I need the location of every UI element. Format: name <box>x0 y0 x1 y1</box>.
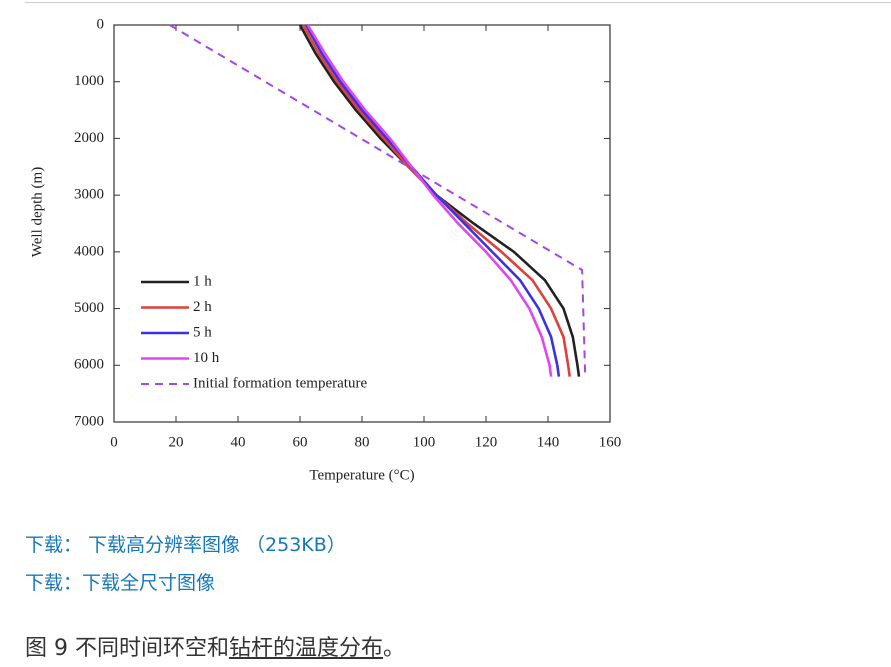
download-row: 下载：下载全尺寸图像 <box>25 568 221 595</box>
legend-label: 5 h <box>193 324 212 340</box>
x-tick-label: 20 <box>169 434 184 450</box>
caption-text: 。 <box>383 636 406 661</box>
download-link[interactable]: 下载全尺寸图像 <box>82 572 216 594</box>
divider <box>25 2 891 3</box>
x-tick-label: 40 <box>231 434 246 450</box>
y-tick-label: 2000 <box>74 130 104 146</box>
legend-label: Initial formation temperature <box>193 375 367 391</box>
x-tick-label: 160 <box>599 434 622 450</box>
series-line <box>298 24 581 377</box>
y-tick-label: 5000 <box>74 300 104 316</box>
x-tick-label: 0 <box>110 434 118 450</box>
x-tick-label: 140 <box>537 434 560 450</box>
y-tick-label: 3000 <box>74 187 104 203</box>
caption-link[interactable]: 钻杆的温度分布 <box>228 636 383 661</box>
y-tick-label: 0 <box>97 16 105 32</box>
series-line <box>306 24 553 377</box>
y-tick-label: 1000 <box>74 73 104 89</box>
x-tick-label: 60 <box>293 434 308 450</box>
chart: Temperature (°C) Well depth (m) 0 20 40 60 8… <box>25 8 622 490</box>
y-axis-label: Well depth (m) <box>29 167 45 257</box>
figure-caption: 图 9 不同时间环空和钻杆的温度分布。 <box>25 630 405 662</box>
legend-label: 10 h <box>193 350 220 366</box>
download-prefix: 下载： <box>25 572 83 594</box>
y-tick-label: 4000 <box>74 243 104 259</box>
download-row: 下载： 下载高分辨率图像 （253KB） <box>25 530 352 557</box>
y-tick-label: 7000 <box>74 413 104 429</box>
download-link[interactable]: 下载高分辨率图像 <box>88 534 241 556</box>
x-tick-label: 80 <box>355 434 370 450</box>
legend-label: 1 h <box>193 273 212 289</box>
x-tick-label: 100 <box>413 434 436 450</box>
series-line <box>169 24 587 377</box>
x-tick-label: 120 <box>475 434 498 450</box>
x-axis-label: Temperature (°C) <box>309 467 414 483</box>
legend-label: 2 h <box>193 299 212 315</box>
file-size: （253KB） <box>246 534 346 556</box>
figure-background <box>25 8 622 490</box>
series-line <box>305 24 561 377</box>
y-tick-label: 6000 <box>74 357 104 373</box>
caption-text: 图 9 不同时间环空和 <box>25 636 229 661</box>
download-prefix: 下载： <box>25 534 83 556</box>
